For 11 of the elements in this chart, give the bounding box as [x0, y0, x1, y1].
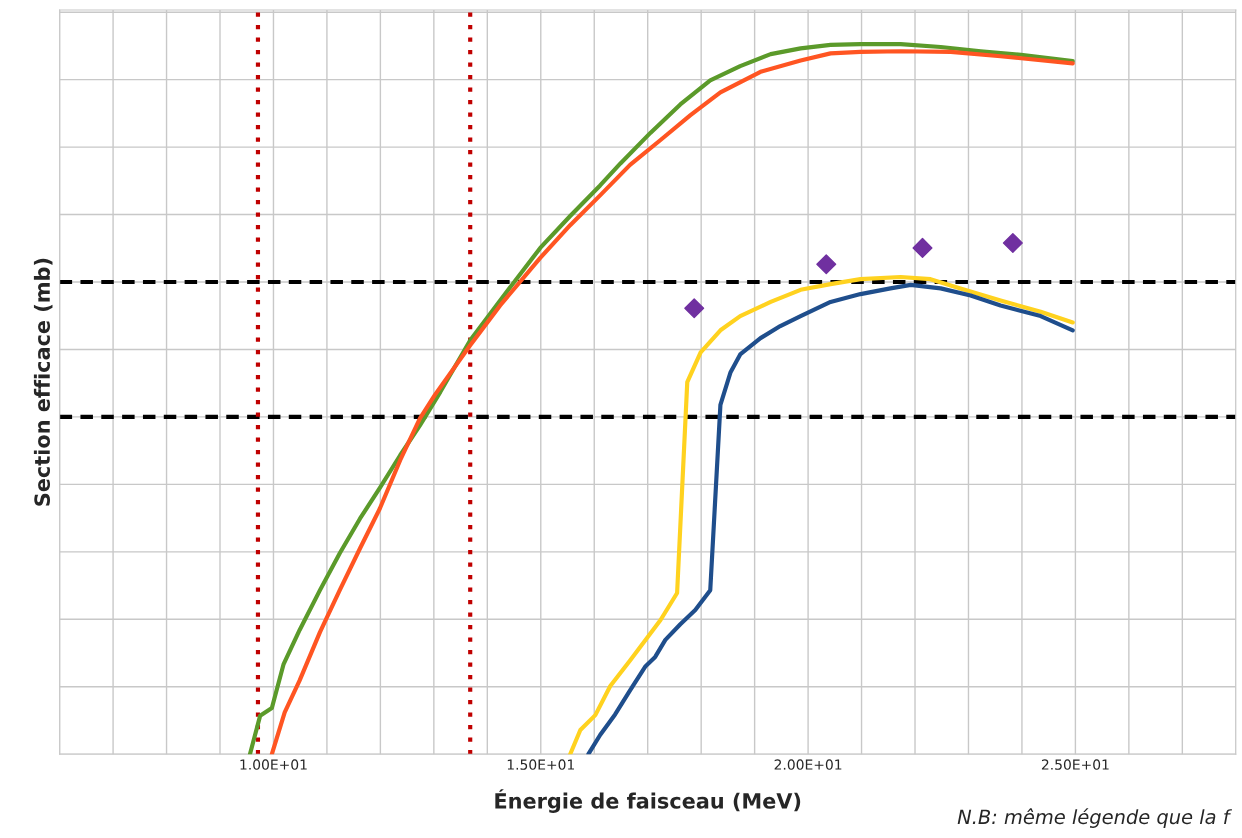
x-axis-title: Énergie de faisceau (MeV) [495, 789, 801, 813]
x-tick-label: 1.00E+01 [240, 759, 307, 770]
point [816, 254, 837, 275]
x-tick-label: 2.50E+01 [1041, 759, 1109, 770]
text: N.B: même légende que la f [957, 808, 1233, 828]
point [684, 298, 705, 319]
point [1002, 232, 1023, 253]
x-tick-label: 1.50E+01 [507, 759, 574, 770]
x-tick-label: 2.00E+01 [774, 759, 842, 770]
y-axis-title: Section efficace (mb) [33, 258, 53, 506]
point [912, 237, 933, 258]
